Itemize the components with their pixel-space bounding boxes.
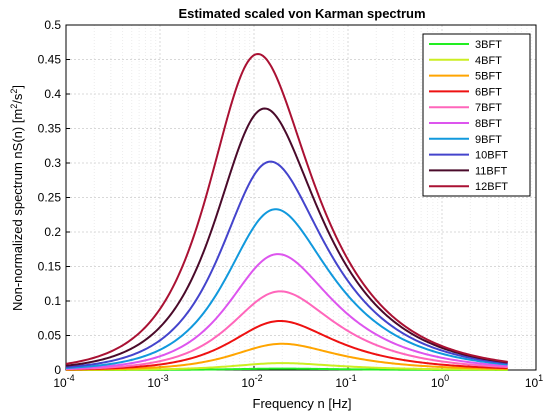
legend-label-5BFT: 5BFT [475, 71, 502, 83]
y-tick-label: 0 [54, 363, 61, 377]
legend-label-6BFT: 6BFT [475, 86, 502, 98]
series-line-4BFT [65, 362, 508, 371]
y-tick-label: 0.35 [38, 122, 62, 136]
legend-label-11BFT: 11BFT [475, 165, 507, 177]
y-tick-label: 0.45 [38, 53, 62, 67]
series-line-9BFT [65, 208, 508, 369]
legend-label-10BFT: 10BFT [475, 150, 508, 162]
x-tick-label: 101 [525, 373, 543, 390]
series-line-6BFT [65, 320, 508, 371]
x-tick-label: 10-4 [53, 373, 74, 390]
ticks: 0 0.05 0.1 0.15 0.2 0.25 0.3 0.35 0.4 0.45 0.5 10-4… [38, 18, 544, 390]
series-line-5BFT [65, 342, 508, 371]
y-tick-label: 0.5 [44, 18, 61, 32]
legend-label-4BFT: 4BFT [475, 55, 502, 67]
legend-label-12BFT: 12BFT [475, 181, 508, 193]
y-tick-label: 0.4 [44, 87, 61, 101]
y-tick-label: 0.3 [44, 156, 61, 170]
series-line-8BFT [65, 253, 508, 370]
legend-label-9BFT: 9BFT [475, 134, 502, 146]
x-tick-label: 100 [431, 373, 449, 390]
series-line-7BFT [65, 290, 508, 371]
series-line-11BFT [65, 107, 508, 367]
y-tick-label: 0.2 [44, 225, 61, 239]
series-line-10BFT [65, 160, 508, 369]
legend-label-3BFT: 3BFT [475, 39, 502, 51]
x-tick-label: 10-3 [147, 373, 168, 390]
series-line-12BFT [65, 52, 508, 365]
series-layer [65, 52, 508, 371]
y-tick-label: 0.15 [38, 260, 62, 274]
legend-box [422, 33, 531, 197]
y-tick-label: 0.05 [38, 329, 62, 343]
legend-label-7BFT: 7BFT [475, 102, 502, 114]
legend-label-8BFT: 8BFT [475, 118, 502, 130]
legend: 3BFT 4BFT 5BFT 6BFT 7BFT 8BFT 9BFT 10BFT 11BFT 12… [422, 33, 531, 197]
y-axis-label: Non-normalized spectrum nS(n) [m2/s2] [9, 85, 25, 311]
y-tick-label: 0.1 [44, 294, 61, 308]
x-axis-label: Frequency n [Hz] [253, 396, 352, 411]
chart-title: Estimated scaled von Karman spectrum [178, 6, 425, 21]
x-tick-label: 10-1 [335, 373, 356, 390]
y-tick-label: 0.25 [38, 191, 62, 205]
x-tick-label: 10-2 [241, 373, 262, 390]
